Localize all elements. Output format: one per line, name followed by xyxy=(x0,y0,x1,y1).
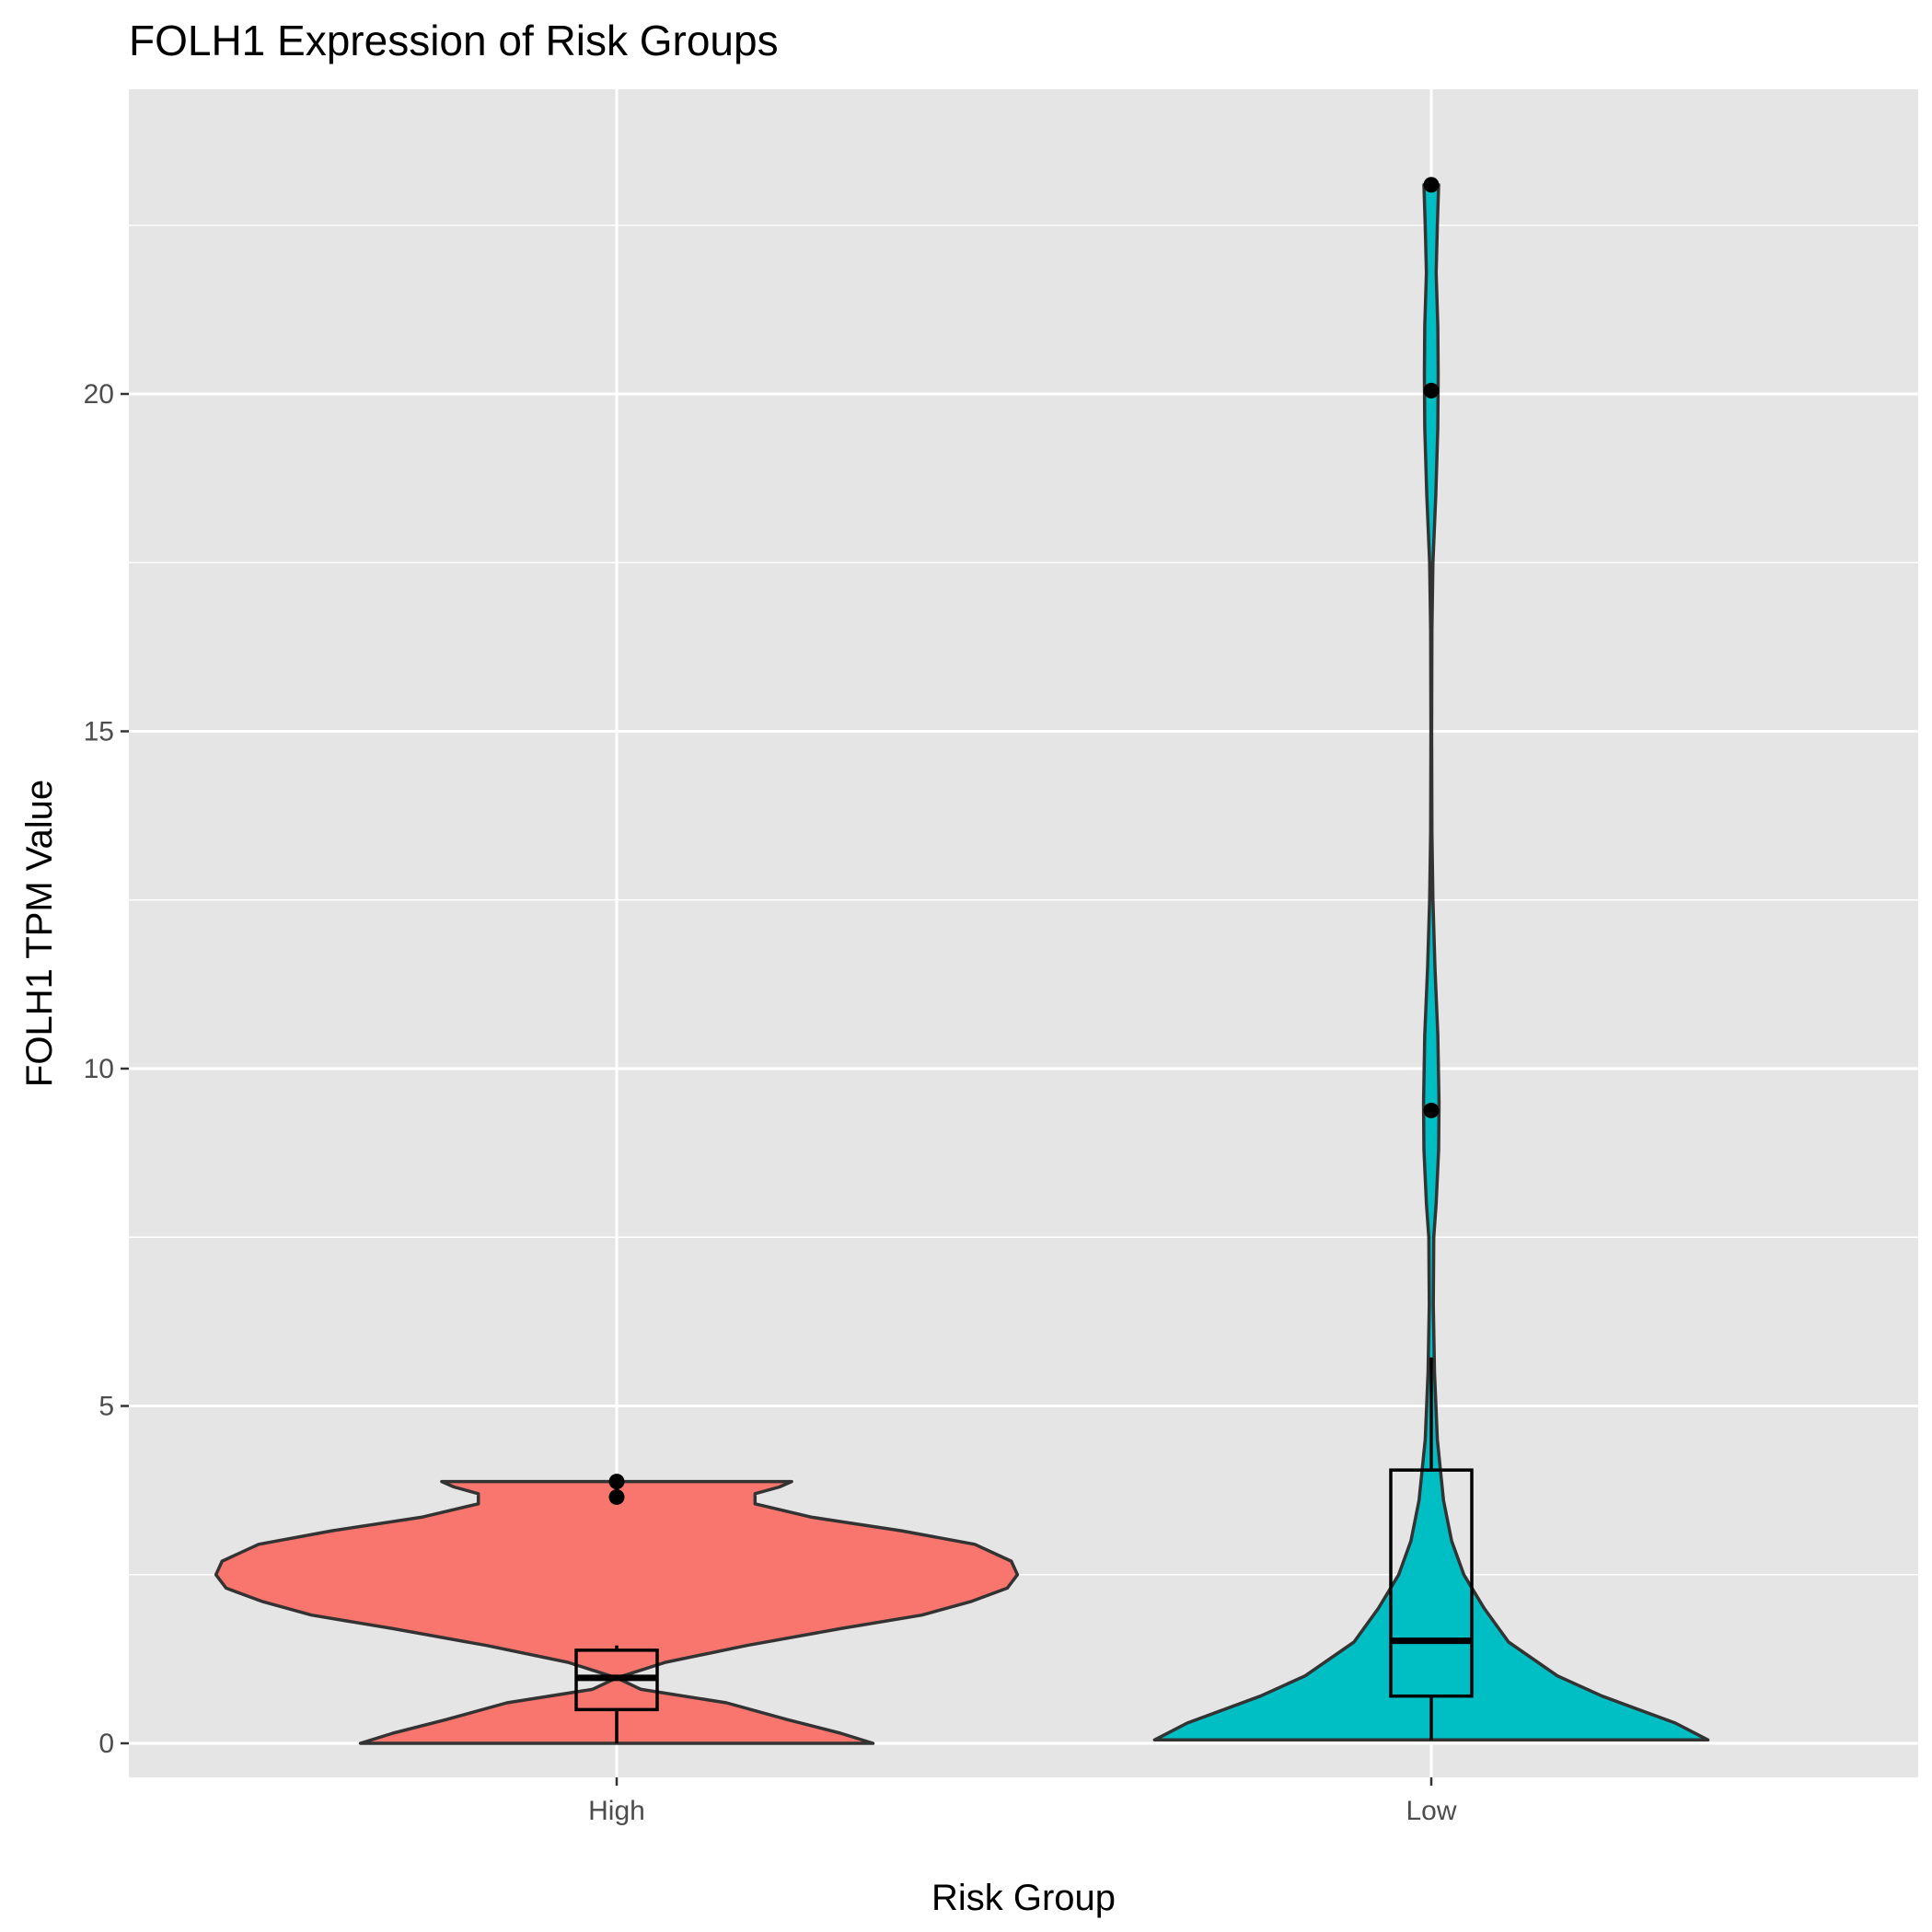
outlier-point xyxy=(608,1488,625,1505)
y-axis-title: FOLH1 TPM Value xyxy=(19,780,60,1087)
outlier-point xyxy=(1423,382,1440,399)
y-tick-label: 10 xyxy=(84,1054,114,1084)
chart-title: FOLH1 Expression of Risk Groups xyxy=(129,17,779,64)
outlier-point xyxy=(608,1474,625,1490)
x-tick-label-high: High xyxy=(588,1796,645,1826)
y-tick-label: 20 xyxy=(84,379,114,410)
outlier-point xyxy=(1423,177,1440,193)
y-axis: 0 5 10 15 20 xyxy=(84,379,129,1759)
outlier-point xyxy=(1423,1102,1440,1118)
y-tick-label: 5 xyxy=(98,1392,114,1422)
plot-panel xyxy=(129,89,1918,1777)
y-tick-label: 0 xyxy=(98,1729,114,1759)
x-axis-title: Risk Group xyxy=(931,1878,1116,1918)
iqr-box-low xyxy=(1389,1468,1474,1698)
boxplots xyxy=(574,1357,1474,1743)
y-tick-label: 15 xyxy=(84,717,114,747)
x-axis: High Low xyxy=(588,1777,1457,1826)
outlier-points xyxy=(608,177,1440,1505)
x-tick-label-low: Low xyxy=(1406,1796,1456,1826)
violin-high xyxy=(214,1479,1020,1745)
